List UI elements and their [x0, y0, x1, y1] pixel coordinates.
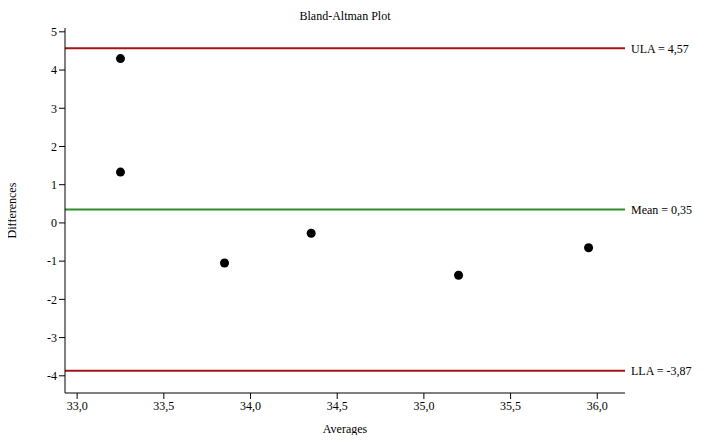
- svg-text:3: 3: [51, 102, 57, 116]
- svg-text:33,0: 33,0: [67, 399, 88, 413]
- svg-text:-1: -1: [47, 254, 57, 268]
- svg-text:34,5: 34,5: [327, 399, 348, 413]
- html-text:Bland-Altman Plot: Bland-Altman Plot: [299, 9, 391, 23]
- svg-text:Mean = 0,35: Mean = 0,35: [631, 203, 692, 217]
- svg-text:4: 4: [51, 63, 57, 77]
- svg-text:0: 0: [51, 216, 57, 230]
- svg-text:34,0: 34,0: [240, 399, 261, 413]
- svg-text:Averages: Averages: [323, 422, 368, 435]
- svg-text:33,5: 33,5: [153, 399, 174, 413]
- svg-text:-2: -2: [47, 293, 57, 307]
- svg-text:-3: -3: [47, 331, 57, 345]
- svg-text:2: 2: [51, 140, 57, 154]
- svg-text:Differences: Differences: [8, 182, 19, 238]
- svg-text:ULA = 4,57: ULA = 4,57: [631, 42, 689, 56]
- svg-text:5: 5: [51, 25, 57, 39]
- svg-text:35,5: 35,5: [500, 399, 521, 413]
- svg-text:LLA = -3,87: LLA = -3,87: [631, 364, 691, 378]
- svg-text:35,0: 35,0: [413, 399, 434, 413]
- svg-text:-4: -4: [47, 369, 57, 383]
- svg-text:1: 1: [51, 178, 57, 192]
- svg-text:36,0: 36,0: [587, 399, 608, 413]
